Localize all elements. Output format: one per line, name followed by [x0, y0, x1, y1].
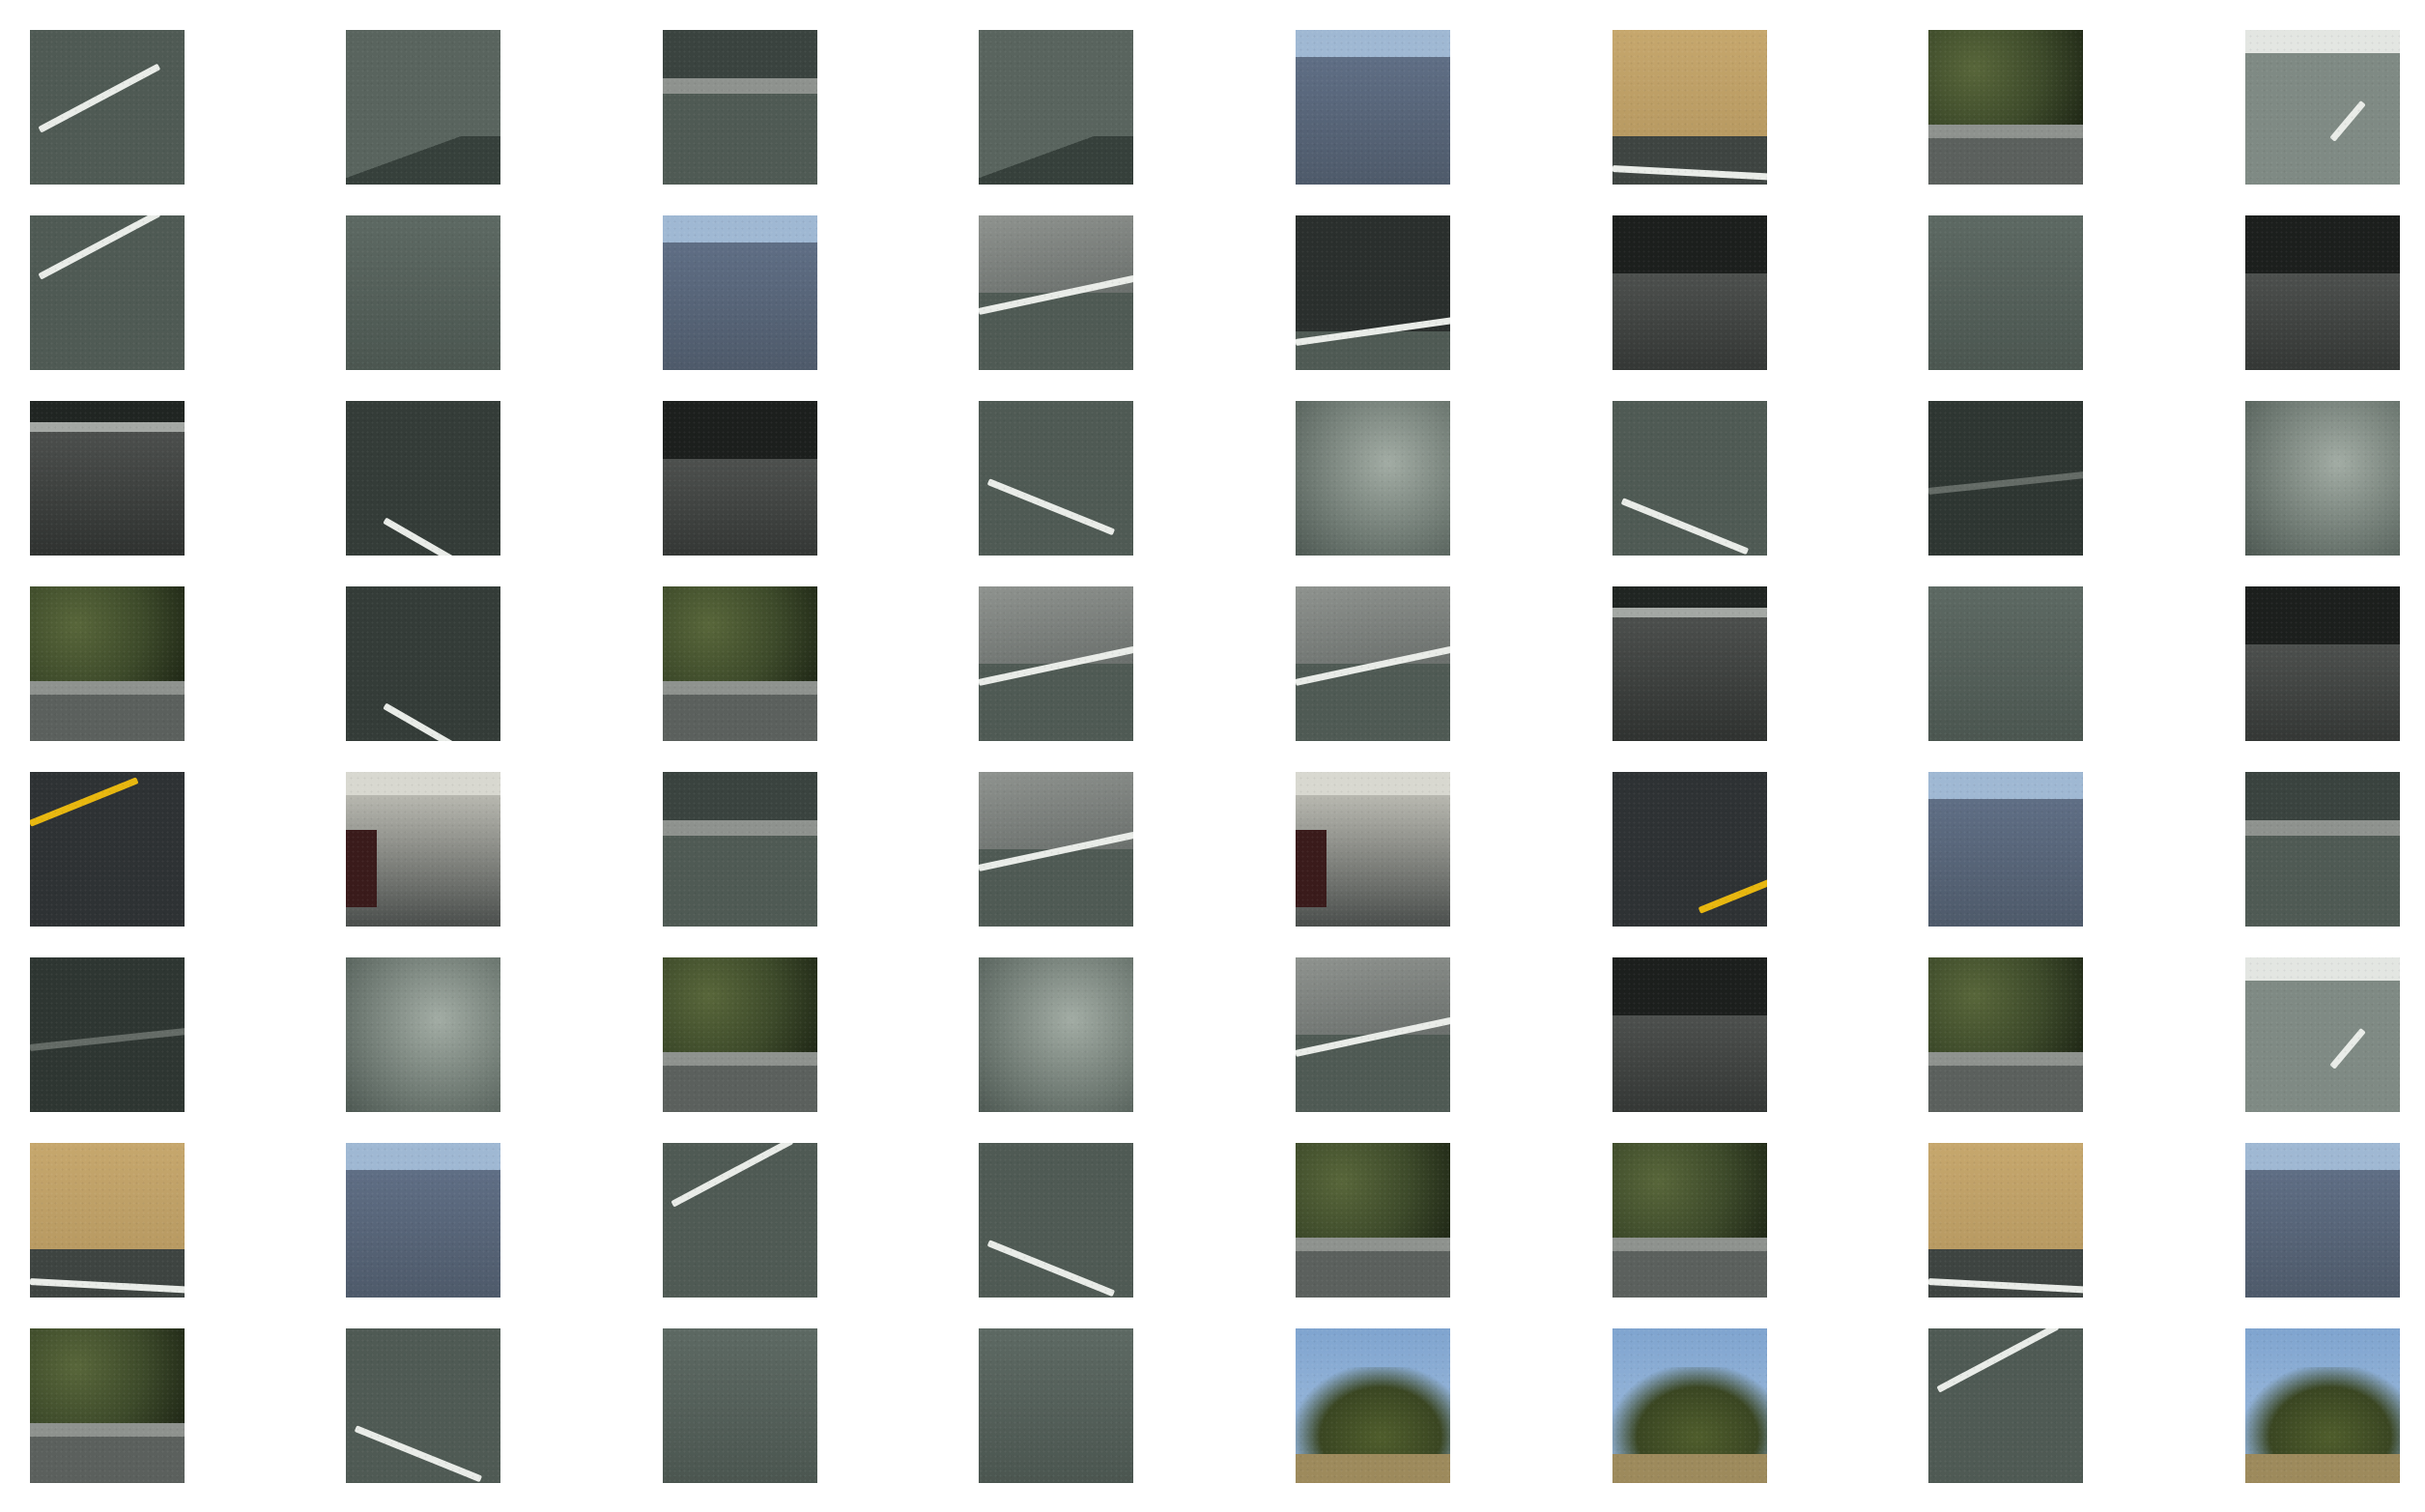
image-patch-guardrail-road: [663, 30, 817, 185]
image-patch-guardrail-road: [2245, 772, 2400, 927]
image-patch-dark-road-edge: [1296, 215, 1450, 370]
image-patch-yellow-line-road: [1612, 772, 1767, 927]
image-patch-trees-guardrail: [30, 1328, 185, 1483]
image-patch-dark-barrier: [1612, 215, 1767, 370]
image-patch-concrete-barrier: [30, 401, 185, 556]
image-patch-road-plain: [1928, 215, 2083, 370]
image-patch-hills-sky: [1296, 30, 1450, 185]
image-patch-trees-guardrail: [1928, 957, 2083, 1112]
image-patch-road-plain: [979, 1328, 1133, 1483]
image-patch-dry-grass-road: [1928, 1143, 2083, 1298]
image-patch-trees-sky: [1296, 1328, 1450, 1483]
image-patch-trees-guardrail: [30, 586, 185, 741]
image-patch-car-road: [346, 772, 500, 927]
image-patch-dark-barrier: [2245, 586, 2400, 741]
image-patch-dry-grass-road: [1612, 30, 1767, 185]
image-patch-dark-barrier: [1612, 957, 1767, 1112]
image-patch-barrier-road: [1296, 586, 1450, 741]
image-patch-dark-road: [30, 957, 185, 1112]
image-patch-road-lane-marking: [30, 30, 185, 185]
image-patch-barrier-road: [979, 215, 1133, 370]
image-patch-guardrail-road: [663, 772, 817, 927]
image-patch-dark-road: [1928, 401, 2083, 556]
image-patch-road-plain: [1928, 586, 2083, 741]
image-patch-road-lane-marking: [663, 1143, 817, 1298]
image-patch-trees-guardrail: [1612, 1143, 1767, 1298]
image-patch-bright-road-marking: [2245, 30, 2400, 185]
image-patch-hills-sky: [346, 1143, 500, 1298]
image-patch-trees-guardrail: [663, 957, 817, 1112]
image-patch-dry-grass-road: [30, 1143, 185, 1298]
image-patch-blurred-road: [346, 957, 500, 1112]
image-patch-road-lane-marking: [346, 1328, 500, 1483]
image-patch-road-plain: [346, 215, 500, 370]
image-patch-barrier-road: [979, 586, 1133, 741]
image-patch-dark-barrier: [2245, 215, 2400, 370]
image-patch-blurred-road: [979, 957, 1133, 1112]
image-patch-hills-sky: [2245, 1143, 2400, 1298]
image-patch-yellow-line-road: [30, 772, 185, 927]
image-patch-hills-sky: [1928, 772, 2083, 927]
image-patch-trees-guardrail: [663, 586, 817, 741]
image-patch-car-road: [1296, 772, 1450, 927]
image-patch-trees-guardrail: [1928, 30, 2083, 185]
image-patch-hills-sky: [663, 215, 817, 370]
image-patch-dark-barrier: [663, 401, 817, 556]
image-patch-trees-guardrail: [1296, 1143, 1450, 1298]
image-patch-road-shadow: [346, 30, 500, 185]
image-patch-concrete-barrier: [1612, 586, 1767, 741]
image-patch-road-plain: [663, 1328, 817, 1483]
image-patch-dark-road-marking: [346, 586, 500, 741]
image-patch-road-lane-marking: [30, 215, 185, 370]
image-patch-road-lane-marking: [1928, 1328, 2083, 1483]
image-patch-barrier-road: [1296, 957, 1450, 1112]
image-patch-road-lane-marking: [979, 401, 1133, 556]
image-patch-road-shadow: [979, 30, 1133, 185]
image-patch-blurred-road: [2245, 401, 2400, 556]
image-patch-bright-road-marking: [2245, 957, 2400, 1112]
image-patch-trees-sky: [2245, 1328, 2400, 1483]
image-patch-road-lane-marking: [1612, 401, 1767, 556]
image-patch-trees-sky: [1612, 1328, 1767, 1483]
image-patch-road-lane-marking: [979, 1143, 1133, 1298]
image-patch-blurred-road: [1296, 401, 1450, 556]
image-patch-barrier-road: [979, 772, 1133, 927]
image-patch-dark-road-marking: [346, 401, 500, 556]
